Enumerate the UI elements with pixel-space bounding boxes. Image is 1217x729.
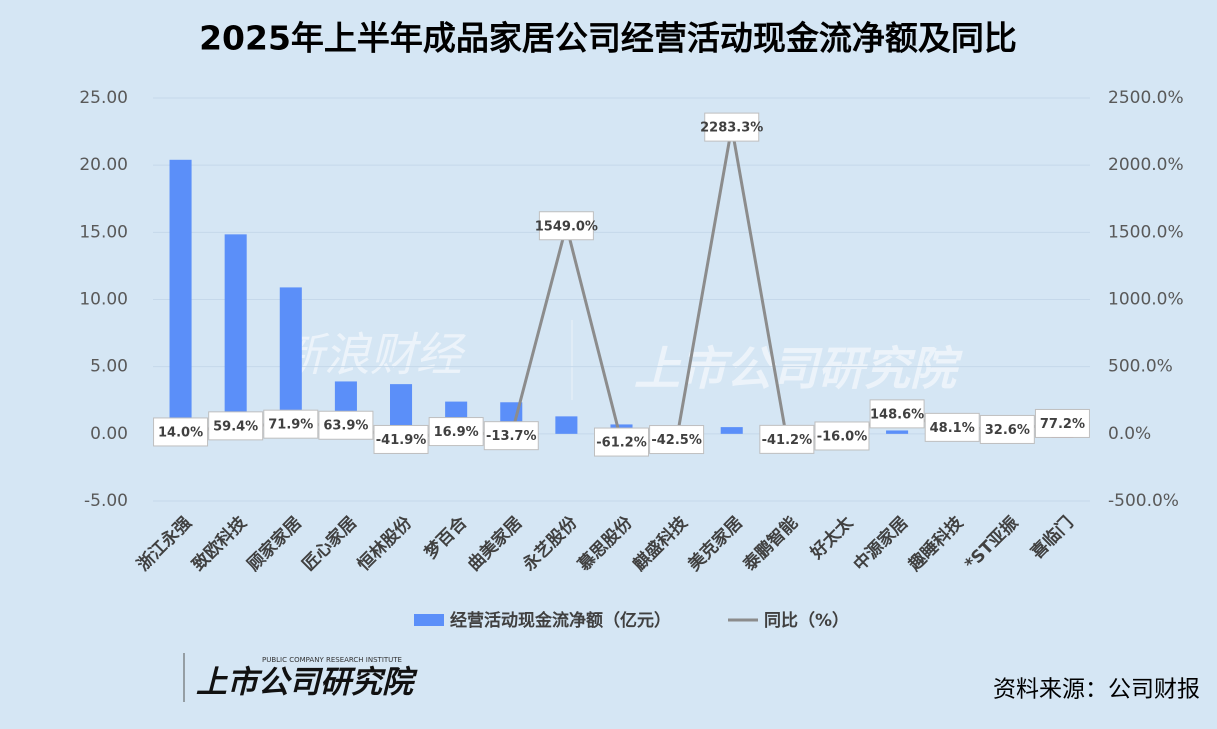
- data-label: -16.0%: [814, 421, 870, 451]
- data-label-text: 48.1%: [930, 421, 975, 436]
- data-label: -61.2%: [594, 427, 649, 457]
- bar: [169, 159, 192, 434]
- bar: [886, 430, 909, 434]
- y2-tick-label: 1000.0%: [1108, 290, 1184, 310]
- y-tick-label: 10.00: [79, 290, 128, 310]
- data-label-text: 32.6%: [985, 423, 1030, 438]
- data-label-text: -41.9%: [376, 433, 427, 448]
- data-label-text: 77.2%: [1040, 417, 1085, 432]
- data-label: 48.1%: [924, 412, 980, 442]
- bar: [224, 234, 247, 434]
- data-label-box: [373, 424, 429, 454]
- data-label-box: [869, 399, 925, 429]
- data-label-box: [759, 424, 815, 454]
- data-label: -41.2%: [759, 424, 815, 454]
- data-label: 59.4%: [208, 411, 264, 441]
- data-label-box: [538, 211, 594, 241]
- legend-swatch: [414, 614, 444, 626]
- chart-title: 2025年上半年成品家居公司经营活动现金流净额及同比: [199, 19, 1017, 58]
- data-label-box: [1034, 408, 1090, 438]
- logo-subtitle: PUBLIC COMPANY RESEARCH INSTITUTE: [262, 656, 402, 664]
- bar: [720, 427, 743, 434]
- bar: [279, 287, 302, 434]
- data-label-box: [649, 425, 705, 455]
- legend-label: 经营活动现金流净额（亿元）: [450, 610, 671, 631]
- data-label-text: 71.9%: [268, 418, 313, 433]
- data-label-box: [979, 414, 1035, 444]
- data-label-box: [153, 417, 209, 447]
- data-label: 71.9%: [263, 409, 319, 439]
- y2-tick-label: 2000.0%: [1108, 155, 1184, 175]
- data-label-text: 59.4%: [213, 419, 258, 434]
- data-label: 148.6%: [869, 399, 925, 429]
- y-tick-label: 5.00: [90, 357, 128, 377]
- data-label-text: 1549.0%: [535, 219, 598, 234]
- data-label-text: 148.6%: [870, 407, 924, 422]
- data-label-box: [594, 427, 649, 457]
- data-label: 14.0%: [153, 417, 209, 447]
- y2-tick-label: 0.0%: [1108, 424, 1151, 444]
- data-label: 2283.3%: [700, 112, 763, 142]
- data-label-box: [483, 421, 539, 451]
- data-label-box: [318, 410, 374, 440]
- y2-tick-label: 1500.0%: [1108, 222, 1184, 242]
- data-label: 16.9%: [428, 417, 484, 447]
- y2-tick-label: -500.0%: [1108, 491, 1179, 511]
- data-label-text: 16.9%: [434, 425, 479, 440]
- data-label: -42.5%: [649, 425, 705, 455]
- y-tick-label: 20.00: [79, 155, 128, 175]
- y-tick-label: 0.00: [90, 424, 128, 444]
- data-label-box: [704, 112, 760, 142]
- data-label-text: 63.9%: [323, 419, 368, 434]
- data-label-text: -42.5%: [651, 433, 702, 448]
- data-label: -41.9%: [373, 424, 429, 454]
- y2-tick-label: 2500.0%: [1108, 88, 1184, 108]
- data-label-box: [208, 411, 264, 441]
- y-tick-label: -5.00: [84, 491, 128, 511]
- data-label-text: -13.7%: [486, 429, 537, 444]
- y2-tick-label: 500.0%: [1108, 357, 1173, 377]
- source: 资料来源：公司财报: [993, 677, 1200, 703]
- watermark: 新浪财经: [278, 328, 466, 382]
- data-label-text: 14.0%: [158, 425, 203, 440]
- bar: [390, 384, 413, 434]
- logo: 上市公司研究院: [196, 665, 418, 701]
- data-label: 63.9%: [318, 410, 374, 440]
- watermark: 上市公司研究院: [634, 342, 963, 396]
- data-label: 77.2%: [1034, 408, 1090, 438]
- data-label-box: [263, 409, 319, 439]
- bar: [555, 416, 578, 434]
- data-label: 1549.0%: [535, 211, 598, 241]
- data-label-box: [924, 412, 980, 442]
- y-tick-label: 15.00: [79, 222, 128, 242]
- data-label-text: 2283.3%: [700, 121, 763, 136]
- legend-label: 同比（%）: [764, 610, 849, 631]
- data-label-box: [814, 421, 870, 451]
- data-label: 32.6%: [979, 414, 1035, 444]
- data-label-text: -41.2%: [762, 433, 813, 448]
- data-label-box: [428, 417, 484, 447]
- data-label-text: -61.2%: [596, 436, 647, 451]
- y-tick-label: 25.00: [79, 88, 128, 108]
- data-label: -13.7%: [483, 421, 539, 451]
- data-label-text: -16.0%: [817, 429, 868, 444]
